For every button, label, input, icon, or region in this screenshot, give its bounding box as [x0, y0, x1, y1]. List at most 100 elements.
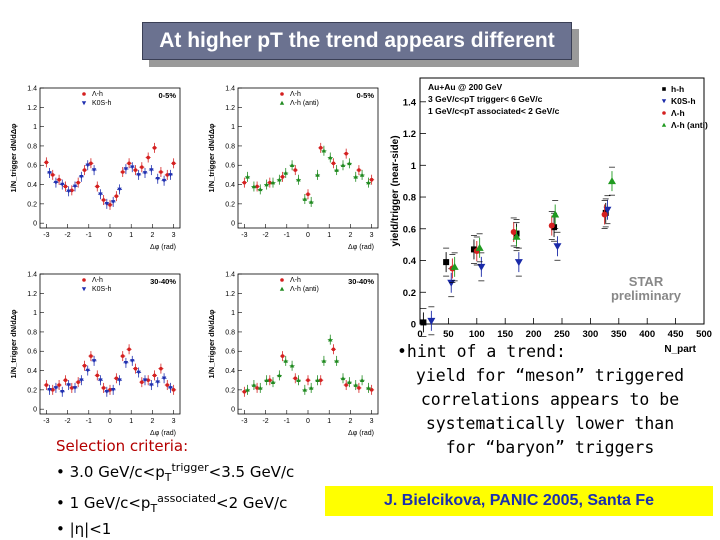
x-axis-label: Δφ (rad): [150, 430, 176, 437]
sel1-sup: trigger: [171, 461, 209, 474]
centrality-label: 0-5%: [158, 91, 176, 100]
data-point: [120, 170, 125, 174]
data-point: [57, 177, 61, 182]
data-point: [293, 376, 298, 381]
data-point: [427, 317, 436, 325]
data-point: [331, 347, 336, 352]
data-point: [127, 161, 131, 166]
x-tick-label: 3: [172, 232, 176, 239]
slide-title: At higher pT the trend appears different: [142, 22, 572, 60]
x-tick-label: -1: [86, 418, 92, 425]
data-point: [149, 168, 154, 173]
y-axis-label: 1/N_trigger dN/dΔφ: [9, 123, 18, 193]
data-point: [264, 378, 269, 383]
x-tick-label: 0: [417, 329, 422, 340]
data-point: [331, 161, 336, 166]
data-point: [315, 172, 320, 177]
data-point: [101, 198, 106, 202]
y-tick-label: 1.4: [27, 272, 37, 279]
data-point: [50, 173, 55, 177]
data-point: [321, 358, 327, 363]
data-point: [280, 175, 285, 179]
y-tick-label: 0: [33, 221, 37, 228]
data-point: [607, 177, 616, 185]
panel-top-left: 0 0.2 0.4 0.6 0.8 1 1.2 1.4 -3 -2 -1 0 1 2 3 Δφ (rad) 1/…: [9, 86, 181, 251]
y-tick-label: 0.4: [403, 256, 417, 267]
data-point: [293, 168, 298, 172]
data-point: [98, 378, 103, 383]
legend-marker: [81, 287, 87, 292]
data-point: [328, 155, 333, 160]
x-axis-label: Δφ (rad): [348, 430, 374, 437]
data-point: [318, 146, 323, 150]
data-point: [47, 171, 52, 176]
y-tick-label: 0.8: [27, 143, 37, 150]
selection-line-associated: • 1 GeV/c<pTassociated<2 GeV/c: [56, 488, 346, 519]
x-tick-label: 350: [611, 329, 627, 340]
data-point: [76, 180, 80, 185]
y-tick-label: 1.4: [27, 86, 37, 93]
data-point: [477, 263, 486, 271]
x-tick-label: 2: [348, 232, 352, 239]
data-point: [344, 383, 348, 387]
data-point: [85, 163, 90, 168]
sel1-sub: T: [164, 471, 172, 484]
y-tick-label: 0.6: [225, 349, 235, 356]
data-point: [359, 172, 365, 177]
legend-marker: [280, 278, 284, 282]
data-point: [302, 387, 308, 392]
data-point: [277, 373, 282, 378]
data-point: [85, 368, 90, 373]
data-point: [270, 180, 276, 185]
data-point: [136, 370, 141, 375]
data-point: [47, 388, 52, 393]
data-point: [155, 176, 160, 181]
data-point: [264, 182, 269, 187]
data-point: [347, 161, 352, 166]
x-tick-label: 0: [306, 418, 310, 425]
data-point: [101, 386, 106, 390]
x-tick-label: 0: [306, 232, 310, 239]
y-tick-label: 1.2: [225, 105, 235, 112]
data-point: [315, 378, 320, 383]
data-point: [66, 383, 71, 388]
y-tick-label: 0.2: [27, 387, 37, 394]
x-tick-label: 500: [696, 329, 712, 340]
legend-label: h-h: [671, 84, 684, 94]
data-point: [369, 177, 374, 182]
legend-label: Λ-h: [92, 91, 103, 98]
data-point: [308, 199, 314, 204]
y-tick-label: 0.4: [27, 182, 37, 189]
hint-line-2: correlations appears to be: [420, 390, 680, 409]
y-tick-label: 0.2: [403, 288, 416, 299]
data-point: [70, 386, 74, 390]
data-point: [357, 386, 361, 390]
hint-line-4: for “baryon” triggers: [445, 438, 655, 457]
x-tick-label: -2: [64, 418, 70, 425]
sel2-suffix: <2 GeV/c: [216, 494, 288, 512]
x-tick-label: 2: [150, 232, 154, 239]
data-point: [44, 160, 49, 165]
data-point: [450, 262, 459, 270]
x-tick-label: 1: [129, 232, 133, 239]
data-point: [120, 354, 125, 358]
legend-marker: [661, 122, 667, 127]
data-point: [152, 373, 157, 378]
hint-line-3: systematically lower than: [425, 414, 675, 433]
x-tick-label: -3: [241, 232, 247, 239]
preliminary-watermark: preliminary: [611, 288, 682, 303]
data-point: [308, 385, 314, 390]
y-tick-label: 1: [33, 310, 37, 317]
y-tick-label: 0.6: [27, 349, 37, 356]
y-tick-label: 0.4: [225, 182, 235, 189]
y-tick-label: 0.6: [27, 163, 37, 170]
legend-label: K0S-h: [671, 96, 696, 106]
annotation-line: Au+Au @ 200 GeV: [428, 82, 503, 92]
data-point: [318, 378, 323, 383]
legend-label: Λ-h (anti): [290, 286, 319, 293]
data-point: [82, 363, 87, 368]
data-point: [255, 184, 259, 189]
selection-line-trigger: • 3.0 GeV/c<pTtrigger<3.5 GeV/c: [56, 457, 346, 488]
data-point: [171, 388, 176, 392]
data-point: [114, 194, 119, 198]
